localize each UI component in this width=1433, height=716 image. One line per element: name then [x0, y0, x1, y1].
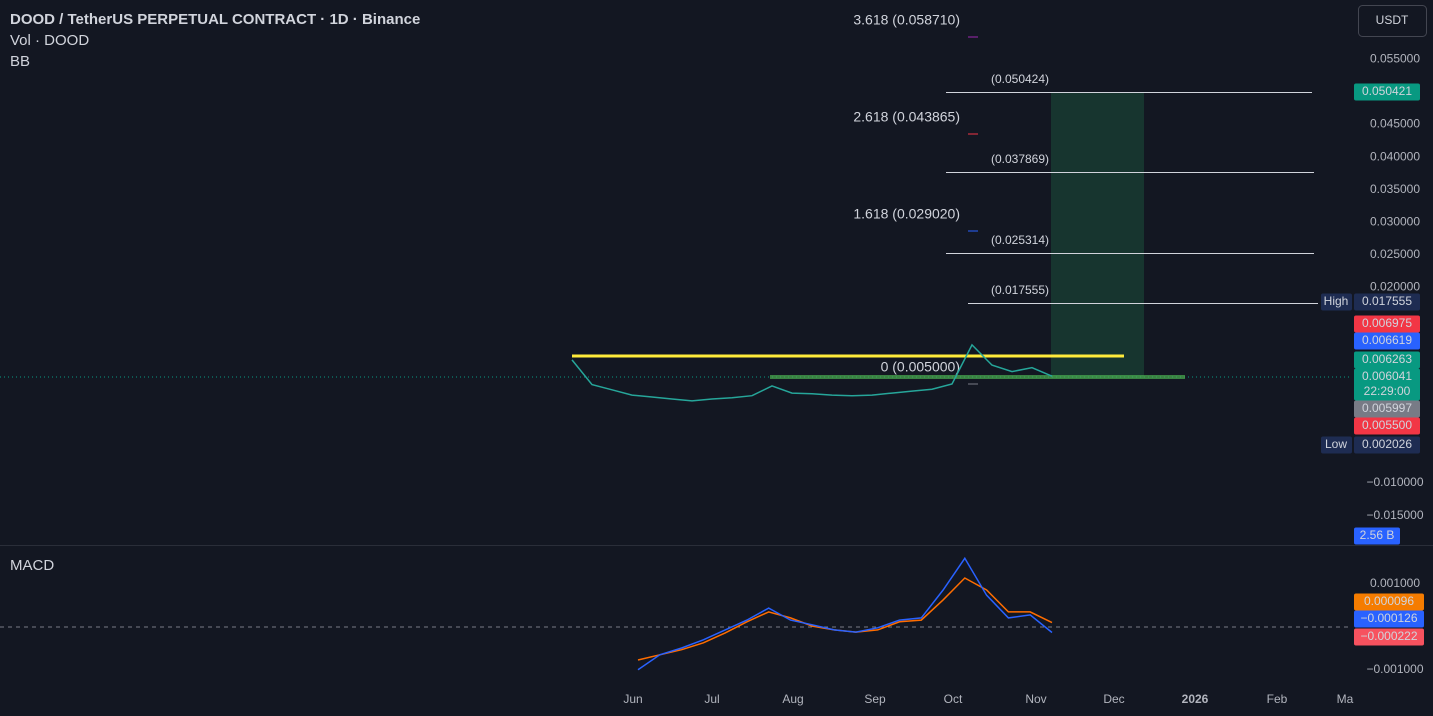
fib-label: 0 (0.005000) [881, 359, 960, 375]
price-tick-label: 0.030000 [1370, 214, 1420, 228]
price-tag [1354, 293, 1420, 311]
fib-label: 3.618 (0.058710) [853, 12, 960, 28]
support-band [770, 375, 1185, 379]
time-label: Jul [704, 692, 719, 706]
macd-tag [1354, 610, 1424, 628]
position-level-label: (0.025314) [991, 233, 1049, 247]
macd-tag-label: −0.000126 [1360, 611, 1417, 625]
position-level-label: (0.017555) [991, 283, 1049, 297]
price-tag-label: 0.002026 [1362, 437, 1412, 451]
macd-tag [1354, 593, 1424, 611]
tag-note [1321, 293, 1352, 311]
price-tag [1354, 417, 1420, 435]
currency-button[interactable] [1358, 5, 1427, 37]
profit-zone [1051, 92, 1144, 378]
price-tag-label: 0.006041 [1362, 369, 1412, 383]
countdown: 22:29:00 [1364, 384, 1411, 398]
time-label: 2026 [1182, 692, 1209, 706]
price-tag [1354, 351, 1420, 369]
macd-tag [1354, 628, 1424, 646]
fib-label: 2.618 (0.043865) [853, 109, 960, 125]
macd-tag-label: −0.000222 [1360, 629, 1417, 643]
tag-note [1321, 436, 1352, 454]
time-label: Oct [944, 692, 963, 706]
price-tick-label: −0.010000 [1366, 475, 1423, 489]
signal-line [637, 577, 1053, 661]
tag-note-label: Low [1325, 437, 1347, 451]
time-label: Dec [1103, 692, 1124, 706]
price-tag-label: 0.017555 [1362, 294, 1412, 308]
time-label: Sep [864, 692, 886, 706]
price-tag [1354, 315, 1420, 333]
tag-note-label: High [1324, 294, 1349, 308]
price-tag [1354, 436, 1420, 454]
time-label: Feb [1267, 692, 1288, 706]
macd-legend: MACD [10, 557, 54, 574]
price-tag [1354, 332, 1420, 350]
macd-line [637, 556, 1053, 671]
symbol-title: DOOD / TetherUS PERPETUAL CONTRACT · 1D … [10, 11, 420, 28]
price-tag-label: 0.006619 [1362, 333, 1412, 347]
price-tag-label: 0.006975 [1362, 316, 1412, 330]
price-line [571, 343, 1053, 402]
price-tag-label: 0.006263 [1362, 352, 1412, 366]
time-label: Aug [782, 692, 803, 706]
position-level-label: (0.037869) [991, 152, 1049, 166]
price-tick-label: 0.020000 [1370, 280, 1420, 294]
price-tag-label: 0.050421 [1362, 84, 1412, 98]
price-tag-label: 0.005500 [1362, 418, 1412, 432]
macd-tick-label: 0.001000 [1370, 576, 1420, 590]
price-tag [1354, 400, 1420, 418]
volume-legend: Vol · DOOD [10, 32, 89, 49]
position-level-label: (0.050424) [991, 72, 1049, 86]
price-tag-label: 0.005997 [1362, 401, 1412, 415]
price-tag [1354, 368, 1420, 401]
price-tag [1354, 527, 1400, 545]
time-label: Ma [1337, 692, 1354, 706]
fib-label: 1.618 (0.029020) [853, 206, 960, 222]
bb-legend: BB [10, 53, 30, 70]
price-tick-label: 0.025000 [1370, 247, 1420, 261]
macd-tag-label: 0.000096 [1364, 594, 1414, 608]
macd-tick-label: −0.001000 [1366, 662, 1423, 676]
price-tag [1354, 83, 1420, 101]
price-tag-label: 2.56 B [1360, 528, 1395, 542]
price-tick-label: 0.045000 [1370, 117, 1420, 131]
price-tick-label: −0.015000 [1366, 508, 1423, 522]
time-label: Jun [623, 692, 642, 706]
price-tick-label: 0.055000 [1370, 51, 1420, 65]
price-tick-label: 0.040000 [1370, 149, 1420, 163]
price-tick-label: 0.035000 [1370, 182, 1420, 196]
currency-button-label[interactable]: USDT [1376, 13, 1409, 27]
time-label: Nov [1025, 692, 1046, 706]
